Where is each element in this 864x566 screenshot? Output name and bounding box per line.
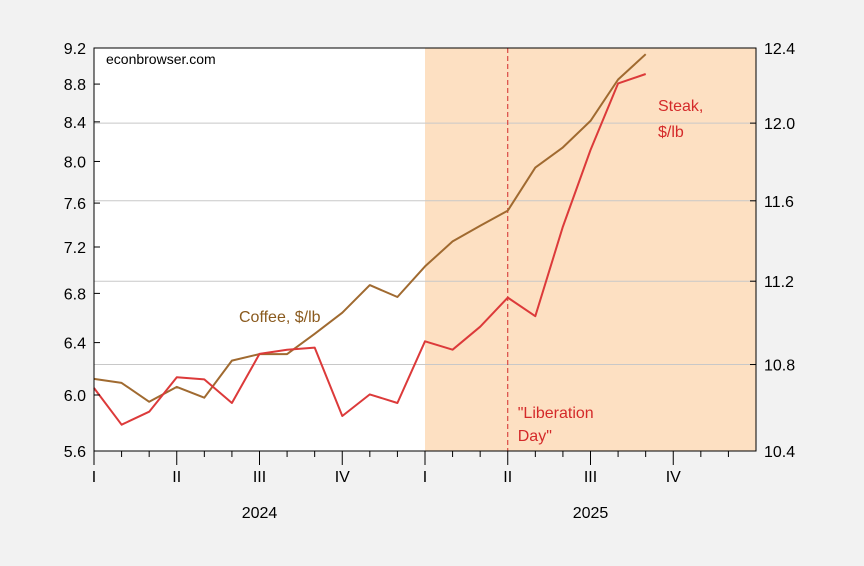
right-axis-tick-label: 10.4 <box>764 444 795 461</box>
left-axis-tick-label: 6.8 <box>64 286 86 303</box>
event-marker-label: "Liberation <box>518 405 594 422</box>
left-axis-tick-label: 8.8 <box>64 77 86 94</box>
left-axis-tick-label: 8.4 <box>64 115 86 132</box>
right-axis-tick-label: 11.6 <box>764 194 794 211</box>
steak-series-label: $/lb <box>658 124 684 141</box>
left-axis-tick-label: 5.6 <box>64 444 86 461</box>
right-axis-tick-label: 11.2 <box>764 274 794 291</box>
quarter-label: III <box>253 469 266 486</box>
right-axis-tick-label: 12.4 <box>764 41 795 58</box>
coffee-series-label: Coffee, $/lb <box>239 309 321 326</box>
left-axis-tick-label: 6.0 <box>64 388 86 405</box>
event-marker-label: Day" <box>518 428 552 445</box>
year-label: 2025 <box>573 505 609 522</box>
series-line-coffee <box>93 53 647 403</box>
quarter-label: I <box>423 469 427 486</box>
quarter-label: IV <box>666 469 681 486</box>
right-axis-tick-label: 10.8 <box>764 358 795 375</box>
quarter-label: I <box>92 469 96 486</box>
left-axis-tick-label: 7.2 <box>64 240 86 257</box>
watermark: econbrowser.com <box>106 51 216 67</box>
quarter-label: IV <box>335 469 350 486</box>
steak-series-label: Steak, <box>658 98 703 115</box>
series-line-steak <box>93 73 647 426</box>
quarter-label: II <box>172 469 181 486</box>
left-axis-tick-label: 6.4 <box>64 336 86 353</box>
quarter-label: III <box>584 469 597 486</box>
year-label: 2024 <box>242 505 278 522</box>
right-axis-tick-label: 12.0 <box>764 116 795 133</box>
shaded-region <box>425 48 756 451</box>
quarter-label: II <box>503 469 512 486</box>
left-axis-tick-label: 8.0 <box>64 154 86 171</box>
left-axis-tick-label: 7.6 <box>64 196 86 213</box>
left-axis-tick-label: 9.2 <box>64 41 86 58</box>
